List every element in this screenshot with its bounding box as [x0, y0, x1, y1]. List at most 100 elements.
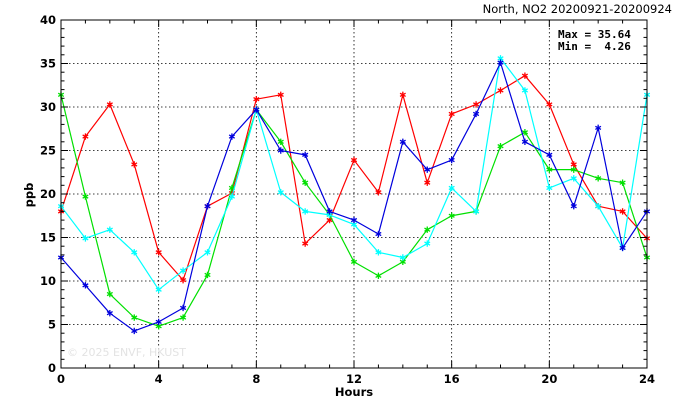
min-stat-label: Min = 4.26 — [558, 40, 631, 53]
data-point-marker — [302, 179, 309, 186]
data-point-marker — [570, 166, 577, 173]
data-point-marker — [82, 282, 89, 289]
data-point-marker — [399, 91, 406, 99]
tick-layer: 0 4 8 12 16 20 24 0 5 10 15 20 25 30 35 40 — [40, 13, 655, 386]
data-point-marker — [521, 87, 529, 94]
data-point-marker — [375, 189, 382, 196]
data-point-marker — [570, 202, 577, 210]
x-tick-label: 8 — [252, 372, 260, 386]
data-point-marker — [448, 212, 455, 219]
data-point-marker — [375, 249, 382, 256]
data-point-marker — [155, 286, 162, 293]
data-point-marker — [277, 138, 284, 145]
data-point-marker — [546, 151, 553, 159]
data-point-marker — [619, 179, 626, 186]
data-point-marker — [448, 184, 455, 192]
data-point-marker — [253, 106, 260, 113]
y-tick-label: 15 — [40, 231, 56, 245]
data-point-marker — [131, 249, 138, 256]
data-point-marker — [131, 327, 138, 335]
data-point-marker — [375, 272, 382, 279]
data-point-marker — [595, 175, 602, 182]
y-tick-label: 5 — [48, 318, 56, 332]
grid-layer — [61, 20, 647, 368]
data-point-marker — [350, 216, 358, 224]
data-point-marker — [131, 314, 138, 321]
data-point-marker — [106, 101, 113, 108]
data-point-marker — [424, 240, 431, 247]
data-point-marker — [253, 95, 260, 103]
data-point-marker — [448, 156, 455, 164]
data-point-marker — [472, 110, 480, 118]
data-point-marker — [595, 202, 602, 210]
chart-title: North, NO2 20200921-20200924 — [483, 2, 672, 16]
data-point-marker — [619, 208, 626, 215]
data-point-marker — [595, 124, 602, 132]
data-point-marker — [546, 101, 553, 108]
series-1 — [57, 72, 651, 284]
data-point-marker — [350, 156, 358, 164]
data-point-marker — [106, 290, 113, 298]
data-point-marker — [277, 91, 284, 99]
data-point-marker — [302, 240, 309, 247]
data-point-marker — [521, 129, 529, 136]
data-point-marker — [277, 189, 284, 196]
x-tick-label: 4 — [155, 372, 163, 386]
data-point-marker — [155, 249, 162, 256]
series-4 — [57, 59, 651, 335]
data-point-marker — [424, 166, 431, 173]
y-tick-label: 30 — [40, 100, 56, 114]
data-point-marker — [521, 72, 529, 79]
y-tick-label: 25 — [40, 144, 56, 158]
data-point-marker — [106, 226, 113, 233]
data-point-marker — [497, 59, 504, 66]
y-tick-label: 0 — [48, 361, 56, 375]
data-point-marker — [350, 258, 358, 266]
data-point-marker — [424, 179, 431, 186]
data-point-marker — [204, 271, 211, 279]
data-point-marker — [82, 133, 89, 140]
y-tick-label: 40 — [40, 13, 56, 27]
data-point-marker — [472, 208, 480, 215]
max-stat-label: Max = 35.64 — [558, 28, 631, 41]
x-tick-label: 16 — [444, 372, 460, 386]
data-point-marker — [497, 142, 504, 150]
data-point-marker — [570, 175, 577, 182]
data-point-marker — [106, 309, 113, 317]
data-point-marker — [204, 202, 211, 210]
data-point-marker — [179, 304, 187, 312]
watermark-text: © 2025 ENVF, HKUST — [67, 346, 186, 359]
x-axis-label: Hours — [335, 385, 373, 399]
data-point-marker — [326, 208, 333, 215]
data-point-marker — [228, 133, 236, 140]
data-point-marker — [179, 267, 187, 274]
data-point-marker — [521, 138, 529, 145]
x-tick-label: 20 — [541, 372, 557, 386]
data-point-marker — [399, 254, 406, 261]
data-point-marker — [472, 101, 480, 108]
data-point-marker — [448, 110, 455, 118]
data-point-marker — [228, 193, 236, 200]
y-tick-label: 10 — [40, 274, 56, 288]
data-point-marker — [82, 235, 89, 242]
data-point-marker — [546, 166, 553, 173]
data-point-marker — [179, 314, 187, 321]
data-point-marker — [204, 249, 211, 256]
data-point-marker — [424, 226, 431, 233]
data-point-marker — [619, 244, 626, 252]
data-point-marker — [131, 161, 138, 168]
data-point-marker — [82, 193, 89, 200]
data-point-marker — [302, 151, 309, 159]
series-layer — [57, 55, 651, 335]
data-point-marker — [277, 147, 284, 154]
data-point-marker — [546, 184, 553, 192]
series-3 — [57, 55, 651, 293]
y-axis-label: ppb — [22, 183, 36, 208]
x-tick-label: 0 — [57, 372, 65, 386]
data-point-marker — [399, 138, 406, 145]
data-point-marker — [375, 230, 382, 238]
data-point-marker — [302, 208, 309, 215]
